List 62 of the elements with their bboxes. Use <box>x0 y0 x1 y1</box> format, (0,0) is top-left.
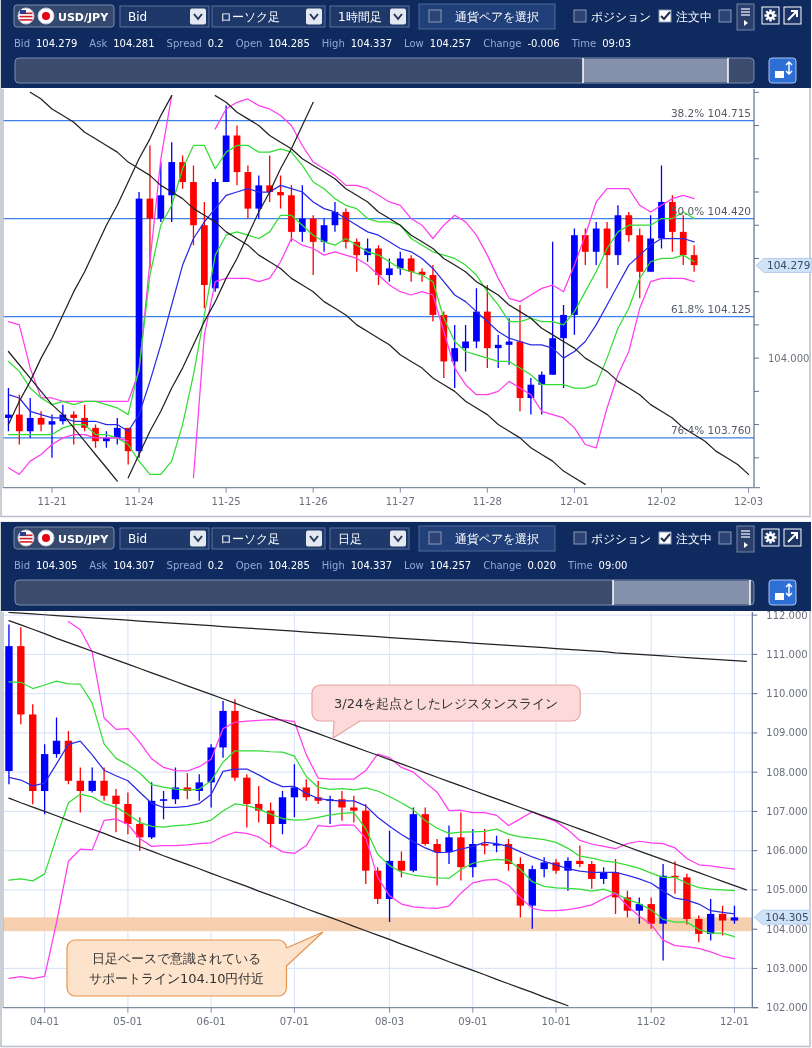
annotation: 3/24を起点としたレジスタンスライン <box>334 696 559 711</box>
x-tick-label: 11-27 <box>385 495 415 507</box>
x-tick-label: 08-03 <box>375 1015 405 1027</box>
price-tag: 104.305 <box>753 909 811 925</box>
ref-line-label: 61.8% 104.125 <box>670 302 751 315</box>
x-tick-label: 11-25 <box>211 495 241 507</box>
text: 通貨ペアを選択 <box>455 532 539 546</box>
text: 注文中 <box>676 10 712 24</box>
line-series <box>8 620 747 891</box>
line-series <box>8 793 736 938</box>
x-tick-label: 04-01 <box>30 1015 60 1027</box>
line-series <box>8 797 569 1007</box>
chart-title: USD/JPY <box>58 532 110 546</box>
text: ポジション <box>591 532 651 546</box>
x-tick-label: 12-02 <box>646 495 677 507</box>
callout: 3/24を起点としたレジスタンスライン <box>311 684 581 740</box>
callout: 日足ベースで意識されているサポートライン104.10円付近 <box>66 931 324 997</box>
text: 日足 <box>338 532 362 546</box>
y-tick-label: 105.000 <box>766 884 808 896</box>
x-tick-label: 11-02 <box>636 1015 666 1027</box>
price-tag: 104.279 <box>755 257 812 273</box>
x-tick-label: 10-01 <box>541 1015 571 1027</box>
text: ローソク足 <box>220 10 280 24</box>
x-tick-label: 11-21 <box>37 495 67 507</box>
x-tick-label: 07-01 <box>279 1015 309 1027</box>
y-tick-label: 109.000 <box>766 727 808 739</box>
y-tick-label: 102.000 <box>766 1002 808 1014</box>
y-tick-label: 103.000 <box>766 962 808 974</box>
y-tick-label: 104.000 <box>768 352 810 364</box>
x-tick-label: 11-26 <box>298 495 328 507</box>
line-series <box>67 620 736 870</box>
y-tick-label: 104.305 <box>765 911 809 924</box>
text: 1時間足 <box>338 10 382 24</box>
x-tick-label: 06-01 <box>196 1015 226 1027</box>
text: Bid <box>128 532 148 546</box>
chart-title: USD/JPY <box>58 10 110 24</box>
y-tick-label: 104.000 <box>766 923 808 935</box>
text: Bid 104.305 Ask 104.307 Spread 0.2 Open 104.285 High 104.337 Low 104.257 Change 0.020 Time 09:00 <box>14 560 628 571</box>
text: Bid <box>128 10 148 24</box>
y-tick-label: 110.000 <box>766 688 808 700</box>
x-tick-label: 12-03 <box>734 495 764 507</box>
line-series <box>8 680 736 892</box>
y-tick-label: 106.000 <box>766 845 808 857</box>
x-tick-label: 09-01 <box>458 1015 488 1027</box>
y-tick-label: 108.000 <box>766 766 808 778</box>
text: Bid 104.279 Ask 104.281 Spread 0.2 Open 104.285 High 104.337 Low 104.257 Change -0.006 Time 09:03 <box>14 38 632 49</box>
ref-line-label: 38.2% 104.715 <box>670 106 751 119</box>
x-tick-label: 12-01 <box>719 1015 749 1027</box>
text: 通貨ペアを選択 <box>455 10 539 24</box>
y-tick-label: 111.000 <box>766 648 808 660</box>
y-tick-label: 112.000 <box>766 609 808 621</box>
x-tick-label: 11-28 <box>472 495 502 507</box>
x-tick-label: 12-01 <box>559 495 589 507</box>
line-series <box>8 612 747 663</box>
x-tick-label: 05-01 <box>113 1015 143 1027</box>
text: 注文中 <box>676 532 712 546</box>
y-tick-label: 107.000 <box>766 805 808 817</box>
x-tick-label: 11-24 <box>124 495 154 507</box>
text: ローソク足 <box>220 532 280 546</box>
text: ポジション <box>591 10 651 24</box>
y-tick-label: 104.279 <box>767 259 811 272</box>
annotation: 日足ベースで意識されているサポートライン104.10円付近 <box>89 951 265 986</box>
